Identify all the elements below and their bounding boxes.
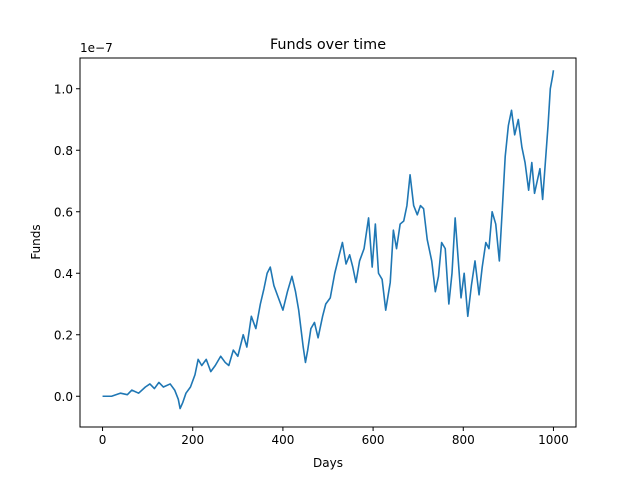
x-axis-label: Days (313, 456, 343, 470)
x-axis-ticks: 0 200 400 600 800 1000 (99, 427, 569, 447)
y-offset-text: 1e−7 (80, 41, 113, 55)
y-axis-ticks: 0.0 0.2 0.4 0.6 0.8 1.0 (54, 82, 80, 404)
x-tick-label: 400 (271, 433, 294, 447)
x-tick-label: 600 (362, 433, 385, 447)
funds-series-line (102, 70, 555, 410)
x-tick-label: 200 (181, 433, 204, 447)
x-tick-label: 0 (99, 433, 107, 447)
y-tick-label: 0.6 (54, 205, 73, 219)
plot-area (102, 70, 555, 410)
y-tick-label: 0.4 (54, 267, 73, 281)
chart-title: Funds over time (270, 37, 386, 53)
x-tick-label: 1000 (538, 433, 569, 447)
y-tick-label: 0.0 (54, 390, 73, 404)
y-tick-label: 0.2 (54, 328, 73, 342)
y-tick-label: 1.0 (54, 82, 73, 96)
y-tick-label: 0.8 (54, 144, 73, 158)
x-tick-label: 800 (452, 433, 475, 447)
y-axis-label: Funds (29, 224, 43, 259)
axes-frame (79, 57, 577, 428)
